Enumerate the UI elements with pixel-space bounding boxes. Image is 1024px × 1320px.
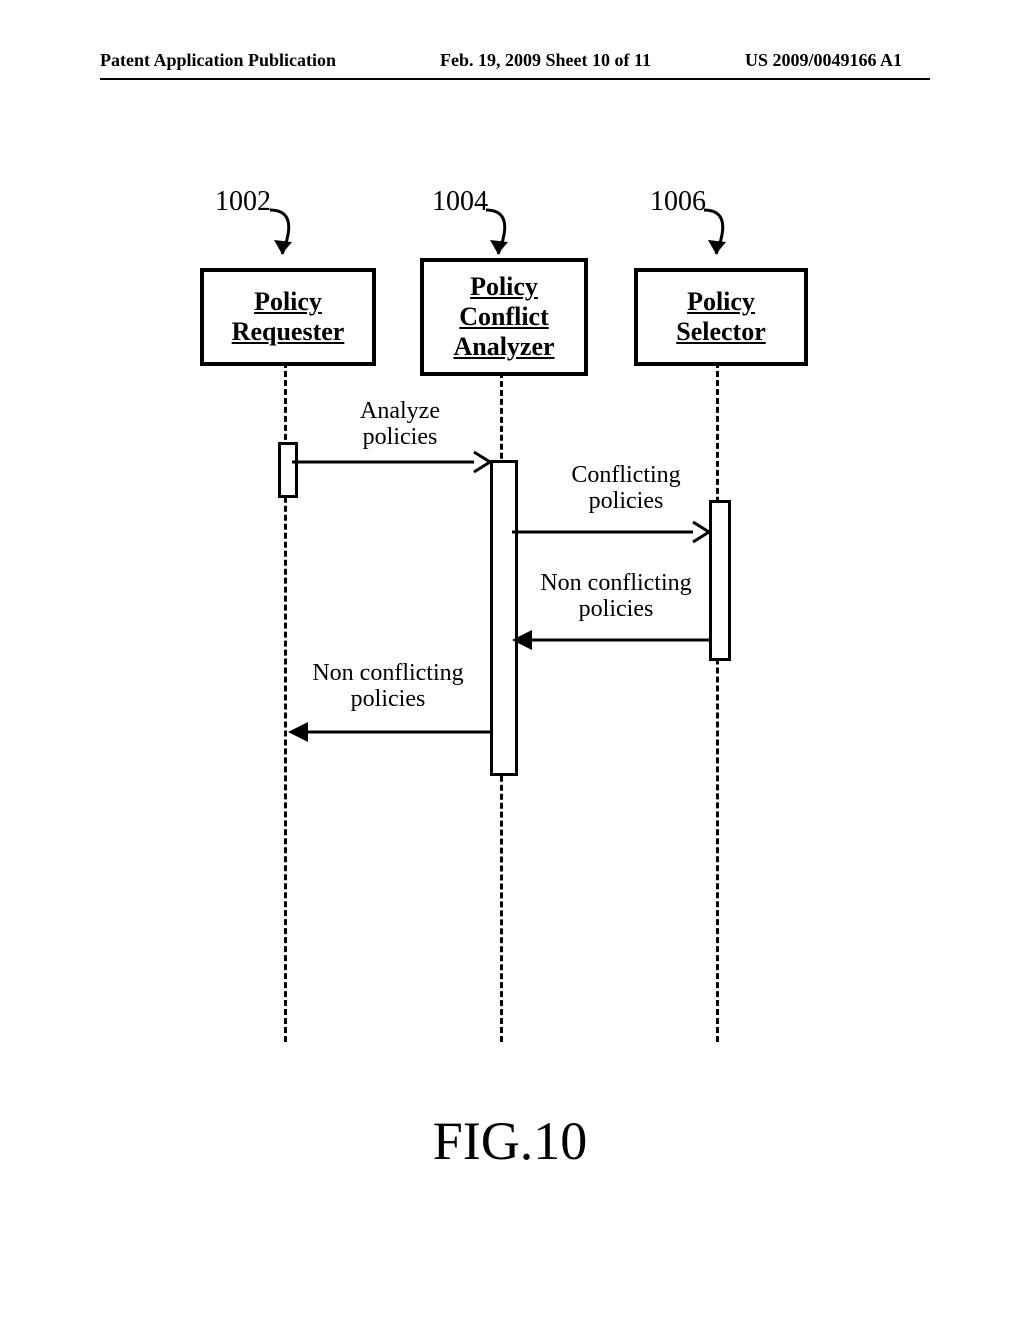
participant-label: Policy [254,287,322,317]
participant-label: Policy [470,272,538,302]
participant-label: Policy [687,287,755,317]
ref-leader-1006-head [708,240,726,254]
msg-nonconflicting-policies-1: Non conflicting policies [516,570,716,623]
header-rule [100,78,930,80]
page-canvas: Patent Application Publication Feb. 19, … [0,0,1024,1320]
refnum-1004: 1004 [432,186,488,218]
activation-requester [278,442,298,498]
ref-leader-1002 [270,210,289,254]
figure-label: FIG.10 [360,1110,660,1172]
ref-leader-1004 [486,210,505,254]
arrow-m1-head [474,452,490,472]
participant-label: Requester [232,317,345,347]
refnum-1002: 1002 [215,186,271,218]
arrow-m4-head [288,722,308,742]
ref-leader-1002-head [274,240,292,254]
header-left: Patent Application Publication [100,50,336,71]
participant-policy-conflict-analyzer: Policy Conflict Analyzer [420,258,588,376]
refnum-1006: 1006 [650,186,706,218]
activation-analyzer [490,460,518,776]
participant-label: Analyzer [453,332,554,362]
participant-policy-requester: Policy Requester [200,268,376,366]
participant-label: Selector [676,317,766,347]
participant-label: Conflict [459,302,549,332]
lifeline-3 [716,362,719,1042]
msg-nonconflicting-policies-2: Non conflicting policies [288,660,488,713]
msg-conflicting-policies: Conflicting policies [536,462,716,515]
header-mid: Feb. 19, 2009 Sheet 10 of 11 [440,50,651,71]
participant-policy-selector: Policy Selector [634,268,808,366]
ref-leader-1006 [704,210,723,254]
ref-leader-1004-head [490,240,508,254]
arrow-m2-head [693,522,709,542]
header-right: US 2009/0049166 A1 [745,50,902,71]
msg-analyze-policies: Analyze policies [320,398,480,451]
